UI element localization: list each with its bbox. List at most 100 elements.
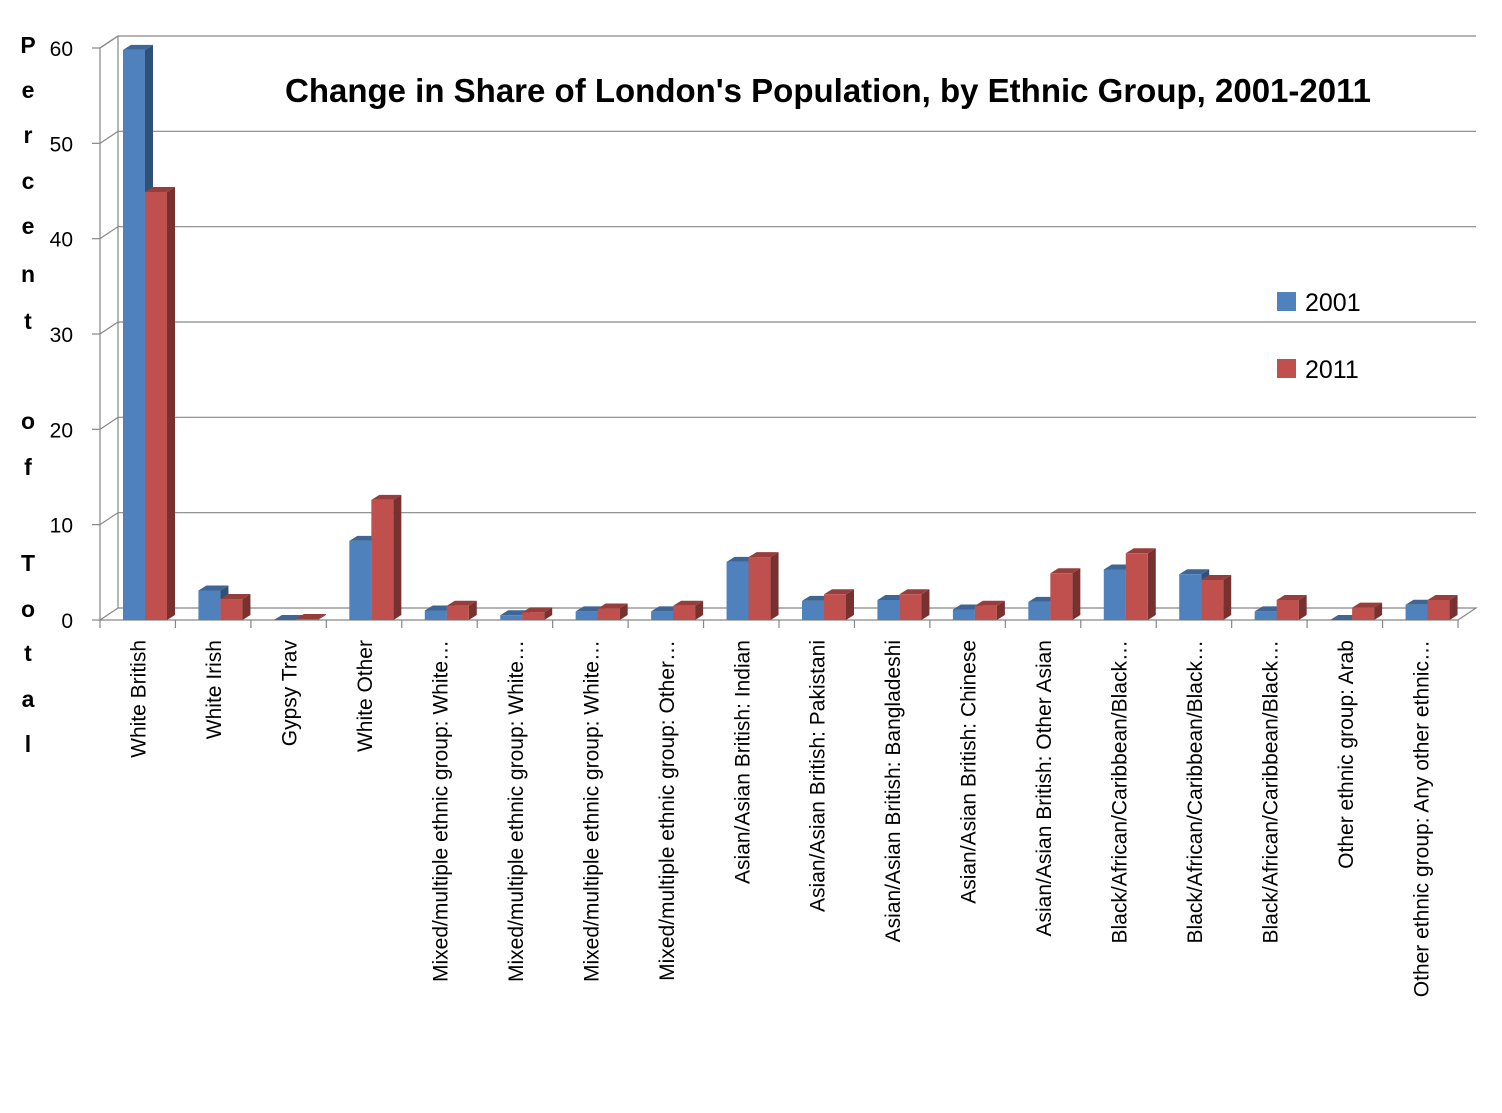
bar-front [522, 612, 545, 620]
bar-2011-8 [748, 552, 779, 620]
bar-top [295, 614, 326, 620]
bar-front [371, 499, 394, 620]
bar-top [1050, 568, 1081, 574]
x-tick-label: White British [128, 640, 151, 758]
y-tick-label: 30 [50, 324, 73, 347]
bar-front [824, 594, 846, 620]
bar-side [695, 600, 704, 620]
bar-2011-17 [1427, 594, 1458, 620]
bar-2011-0 [145, 186, 175, 620]
x-tick-label: Asian/Asian British: Other Asian [1033, 640, 1056, 936]
y-axis-label-letter: r [24, 122, 33, 148]
bar-2011-12 [1050, 568, 1081, 620]
bar-front [1254, 611, 1277, 620]
bars [123, 44, 1458, 620]
bar-front [349, 540, 372, 620]
axes [92, 35, 1459, 628]
bar-side [996, 600, 1005, 620]
bar-front [597, 608, 620, 620]
bar-front [424, 610, 447, 620]
bar-2011-4 [446, 600, 477, 620]
x-tick-label: Other ethnic group: Arab [1335, 640, 1358, 869]
y-axis-label-letter: T [21, 550, 35, 576]
bar-front [673, 605, 696, 620]
gridline [99, 226, 1476, 240]
bar-front [198, 590, 221, 620]
bar-front [802, 600, 824, 620]
bar-2011-5 [522, 607, 553, 620]
y-axis-label-letter: t [24, 640, 32, 666]
x-tick-label: Mixed/multiple ethnic group: Other… [656, 640, 679, 981]
y-axis-label-letter: f [24, 454, 32, 480]
bar-side [846, 589, 854, 620]
bar-top [824, 589, 854, 595]
wall-top-edge [99, 35, 119, 49]
bar-front [1103, 569, 1126, 620]
bar-2011-13 [1125, 548, 1156, 620]
x-tick-label: Asian/Asian British: Indian [731, 640, 754, 884]
labels: 0 10 20 30 40 50 60 White British White Irish Gyp… [50, 38, 1434, 997]
bar-front [1201, 579, 1224, 620]
x-tick-label: White Irish [203, 640, 226, 739]
legend-swatch-2011 [1277, 359, 1296, 378]
bar-top [1179, 569, 1210, 575]
y-axis-label-letter: e [22, 77, 35, 103]
bar-front [974, 605, 997, 620]
bar-2011-14 [1201, 574, 1232, 620]
bar-top [899, 589, 930, 595]
bar-top [446, 600, 477, 606]
bar-front [295, 619, 318, 620]
bar-front [651, 611, 674, 620]
bar-side [619, 603, 628, 620]
legend-swatch-2001 [1277, 292, 1296, 311]
bar-top [1352, 602, 1383, 608]
bar-2011-7 [673, 600, 704, 620]
bar-front [877, 599, 900, 620]
bar-top [1276, 594, 1307, 600]
y-axis-label-letter: e [22, 213, 35, 239]
y-axis-label-letter: o [21, 596, 35, 622]
x-tick-label: Black/African/Caribbean/Black… [1109, 640, 1132, 943]
bar-front [575, 611, 598, 620]
bar-side [1374, 602, 1383, 620]
bar-top [123, 44, 153, 50]
bar-side [167, 186, 175, 620]
bar-side [544, 607, 553, 620]
y-axis-label-letter: t [24, 308, 32, 334]
bar-2011-9 [824, 589, 854, 620]
bar-top [673, 600, 704, 606]
x-tick-label: Mixed/multiple ethnic group: White… [430, 640, 453, 982]
gridline [99, 130, 1476, 144]
y-tick-label: 20 [50, 419, 73, 442]
y-tick-label: 60 [50, 38, 73, 61]
x-tick-label: Black/African/Caribbean/Black… [1184, 640, 1207, 943]
gridline [99, 321, 1476, 335]
bar-side [1223, 574, 1232, 620]
bar-side [770, 552, 779, 620]
bar-front [145, 191, 167, 620]
bar-top [748, 552, 779, 558]
bar-front [899, 594, 922, 620]
bar-front [748, 557, 771, 620]
bar-front [1028, 601, 1051, 620]
gridline [99, 512, 1476, 526]
bar-top [220, 594, 251, 600]
bar-side [1072, 568, 1081, 620]
x-tick-label: Mixed/multiple ethnic group: White… [505, 640, 528, 982]
bar-side [393, 494, 402, 620]
bar-side [242, 594, 251, 620]
bar-front [123, 49, 145, 620]
bar-front [952, 609, 975, 620]
bar-front [1179, 574, 1202, 620]
bar-side [1147, 548, 1156, 620]
gridline [99, 416, 1476, 430]
bar-side [1449, 594, 1458, 620]
x-tick-label: White Other [354, 640, 377, 752]
bar-2011-10 [899, 589, 930, 620]
bar-front [220, 599, 243, 620]
bar-top [597, 603, 628, 609]
bar-2011-3 [371, 494, 402, 620]
x-tick-label: Asian/Asian British: Bangladeshi [882, 640, 905, 942]
